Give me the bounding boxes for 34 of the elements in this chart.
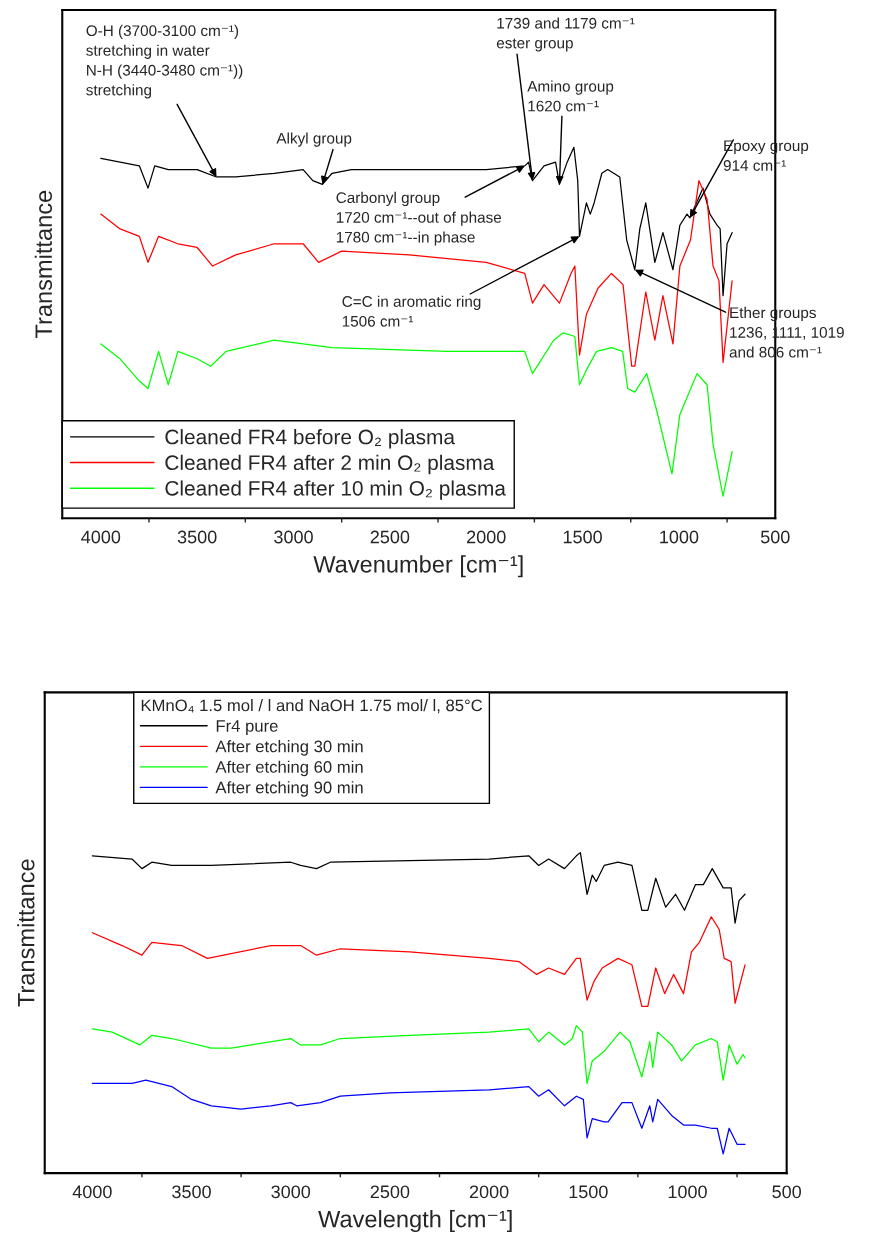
- legend-label: After etching 30 min: [215, 740, 363, 756]
- x-tick-label: 4000: [81, 530, 121, 544]
- legend-label: Cleaned FR4 after 2 min O₂ plasma: [165, 454, 495, 475]
- annotation: Alkyl group: [276, 132, 352, 147]
- x-tick-label: 4000: [72, 1185, 112, 1199]
- x-tick-label: 1000: [660, 530, 699, 544]
- x-tick-label: 500: [772, 1185, 802, 1199]
- x-tick-label: 3000: [271, 1185, 311, 1199]
- x-tick-label: 1500: [569, 1185, 608, 1199]
- annotation: C=C in aromatic ring 1506 cm⁻¹: [342, 295, 481, 327]
- x-tick-label: 2500: [370, 530, 410, 544]
- y-axis-title: Transmittance: [17, 859, 35, 1007]
- legend-label: Cleaned FR4 before O₂ plasma: [165, 429, 455, 449]
- legend-label: Fr4 pure: [216, 720, 278, 736]
- annotation: 1739 and 1179 cm⁻¹ ester group: [496, 17, 635, 52]
- x-axis-title: Wavelength [cm⁻¹]: [318, 1210, 512, 1233]
- x-tick-label: 1500: [563, 530, 602, 544]
- annotation: O-H (3700-3100 cm⁻¹) stretching in water N-H (3440-3480 cm⁻¹)) stretching: [86, 24, 243, 99]
- x-tick-label: 2000: [467, 530, 506, 544]
- x-tick-label: 500: [760, 530, 790, 544]
- legend-label: After etching 60 min: [215, 760, 363, 777]
- legend-label: After etching 90 min: [215, 781, 363, 797]
- x-tick-label: 2500: [370, 1185, 410, 1199]
- x-tick-label: 3000: [274, 530, 313, 544]
- legend-label: Cleaned FR4 after 10 min O₂ plasma: [165, 480, 506, 500]
- x-tick-label: 1000: [668, 1185, 707, 1199]
- x-tick-label: 3500: [172, 1185, 211, 1199]
- annotation: Amino group 1620 cm⁻¹: [527, 80, 614, 112]
- legend-title: KMnO₄ 1.5 mol / l and NaOH 1.75 mol/ l, 85°C: [141, 699, 483, 714]
- annotation: Carbonyl group 1720 cm⁻¹--out of phase 1780 cm⁻¹--in phase: [336, 191, 502, 246]
- x-tick-label: 3500: [177, 530, 217, 544]
- x-axis-title: Wavenumber [cm⁻¹]: [313, 555, 523, 578]
- x-tick-label: 2000: [469, 1185, 509, 1199]
- y-axis-title: Transmittance: [34, 190, 53, 338]
